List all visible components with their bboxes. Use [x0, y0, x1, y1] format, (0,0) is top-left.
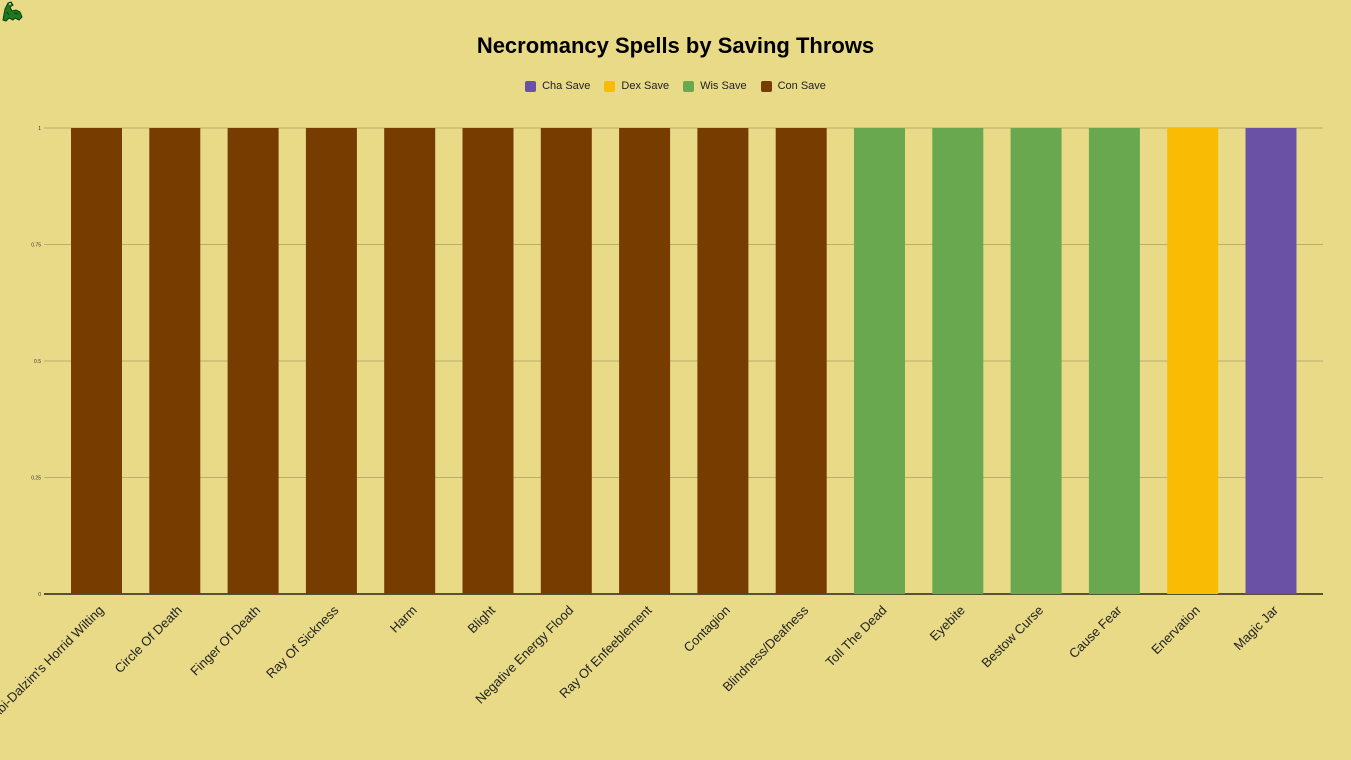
bar: [932, 128, 984, 594]
legend-label: Dex Save: [621, 80, 670, 92]
legend-label: Wis Save: [700, 80, 747, 92]
y-tick-label: 1: [38, 126, 41, 132]
x-tick-label: Blindness/Deafness: [719, 602, 811, 694]
x-tick-label: Enervation: [1148, 603, 1203, 658]
green-dragon-icon: [2, 1, 23, 22]
y-tick-label: 0.5: [34, 359, 41, 365]
x-tick-label: Eyebite: [927, 603, 968, 644]
legend-swatch: [760, 80, 772, 92]
bar: [149, 128, 201, 594]
legend-swatch: [604, 80, 616, 92]
bar: [71, 128, 122, 594]
x-tick-label: Bestow Curse: [978, 603, 1046, 671]
x-tick-label: Ray Of Sickness: [263, 602, 342, 681]
x-tick-label: Blight: [465, 602, 499, 636]
bar: [619, 128, 671, 594]
y-tick-label: 0: [38, 592, 41, 598]
bar: [775, 128, 827, 594]
x-tick-label: Abi-Dalzim's Horrid Wilting: [0, 603, 107, 722]
bar: [854, 128, 905, 594]
legend-item: Dex Save: [604, 80, 669, 92]
legend-item: Cha Save: [525, 80, 590, 92]
legend-swatch: [525, 80, 537, 92]
bar: [227, 128, 279, 594]
chart-title: Necromancy Spells by Saving Throws: [476, 33, 875, 58]
bar: [540, 128, 592, 594]
bar: [384, 128, 436, 594]
bar: [1088, 128, 1140, 594]
legend-label: Con Save: [777, 80, 826, 92]
x-tick-label: Toll The Dead: [822, 603, 889, 670]
bar: [1010, 128, 1062, 594]
bar: [1245, 128, 1297, 594]
bar: [1167, 128, 1219, 594]
x-tick-label: Magic Jar: [1231, 602, 1282, 653]
x-tick-label: Contagion: [680, 603, 733, 656]
chart-legend: Cha Save Dex Save Wis Save Con Save: [0, 80, 1351, 92]
legend-item: Con Save: [760, 80, 826, 92]
y-tick-label: 0.75: [31, 243, 41, 249]
x-tick-label: Harm: [387, 603, 420, 636]
x-tick-label: Finger Of Death: [187, 603, 263, 679]
legend-swatch: [683, 80, 695, 92]
bar: [305, 128, 357, 594]
x-tick-label: Circle Of Death: [111, 603, 184, 676]
bar: [462, 128, 514, 594]
legend-item: Wis Save: [683, 80, 747, 92]
y-tick-label: 0.25: [31, 476, 41, 482]
x-tick-label: Cause Fear: [1066, 602, 1125, 661]
bar: [697, 128, 749, 594]
legend-label: Cha Save: [542, 80, 591, 92]
